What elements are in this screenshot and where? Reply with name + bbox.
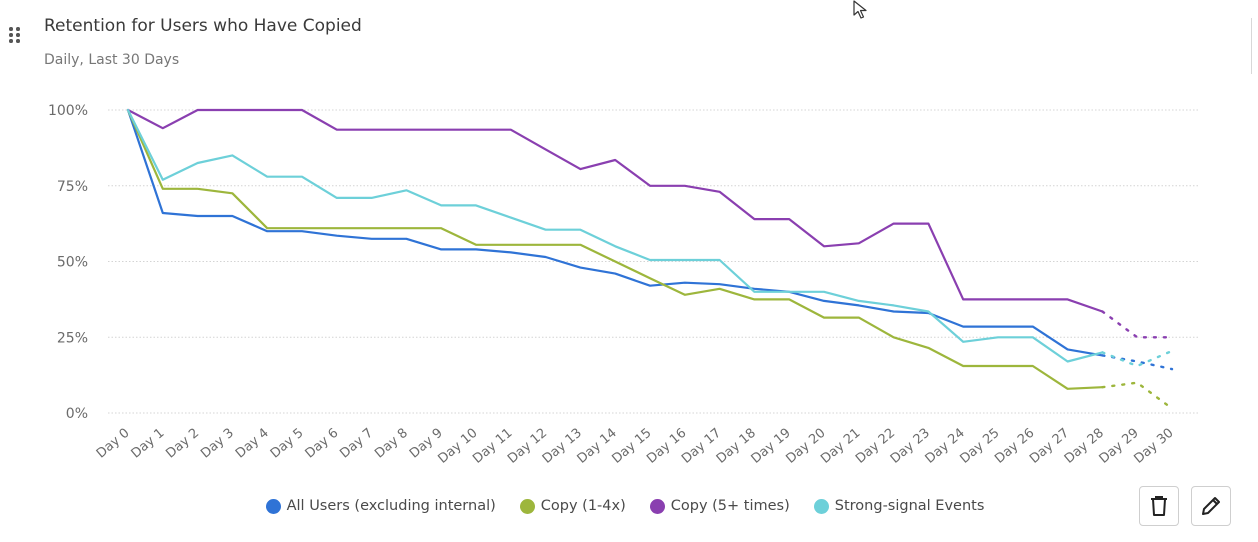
x-tick-label: Day 30 (1131, 426, 1176, 467)
panel-divider (1251, 18, 1252, 74)
y-tick-label: 50% (57, 255, 88, 271)
series-line-1 (126, 108, 1104, 390)
x-tick-label: Day 6 (303, 426, 342, 462)
legend-label-copy-5-plus: Copy (5+ times) (670, 498, 790, 514)
chart-title: Retention for Users who Have Copied (44, 16, 362, 36)
legend-dot-all-users (265, 498, 281, 514)
series-line-0 (126, 108, 1104, 357)
x-tick-label: Day 0 (94, 426, 133, 462)
pencil-icon (1202, 497, 1220, 515)
x-tick-label: Day 2 (163, 426, 202, 462)
delete-button[interactable] (1139, 486, 1179, 526)
series-line-3 (126, 108, 1104, 363)
x-tick-label: Day 4 (233, 426, 272, 462)
mouse-cursor-icon (853, 0, 867, 19)
legend-item-copy-1-4x[interactable]: Copy (1-4x) (519, 498, 626, 514)
y-axis-ticks: 0% 25% 50% 75% 100% (48, 103, 88, 422)
series-projection-2 (1101, 310, 1174, 339)
chart-series (126, 108, 1174, 410)
x-tick-label: Day 7 (337, 426, 376, 462)
drag-handle-icon[interactable] (9, 27, 21, 43)
legend-dot-strong-signal (813, 498, 829, 514)
series-projection-1 (1101, 381, 1174, 410)
legend-label-strong-signal: Strong-signal Events (834, 498, 985, 514)
x-tick-label: Day 5 (268, 426, 307, 462)
trash-icon (1151, 496, 1167, 516)
chart-subtitle: Daily, Last 30 Days (44, 52, 180, 68)
legend-item-strong-signal[interactable]: Strong-signal Events (813, 498, 985, 514)
chart-legend: All Users (excluding internal) Copy (1-4… (0, 498, 1250, 514)
legend-dot-copy-5-plus (649, 498, 665, 514)
edit-button[interactable] (1191, 486, 1231, 526)
legend-dot-copy-1-4x (519, 498, 535, 514)
legend-label-copy-1-4x: Copy (1-4x) (540, 498, 626, 514)
series-line-2 (126, 108, 1104, 313)
legend-item-copy-5-plus[interactable]: Copy (5+ times) (649, 498, 790, 514)
x-tick-label: Day 1 (129, 426, 168, 462)
y-tick-label: 0% (66, 406, 88, 422)
legend-label-all-users: All Users (excluding internal) (286, 498, 496, 514)
legend-item-all-users[interactable]: All Users (excluding internal) (265, 498, 496, 514)
y-tick-label: 25% (57, 330, 88, 346)
series-projection-3 (1101, 349, 1174, 368)
x-tick-label: Day 3 (198, 426, 237, 462)
y-tick-label: 100% (48, 103, 88, 119)
y-tick-label: 75% (57, 179, 88, 195)
x-tick-label: Day 8 (372, 426, 411, 462)
